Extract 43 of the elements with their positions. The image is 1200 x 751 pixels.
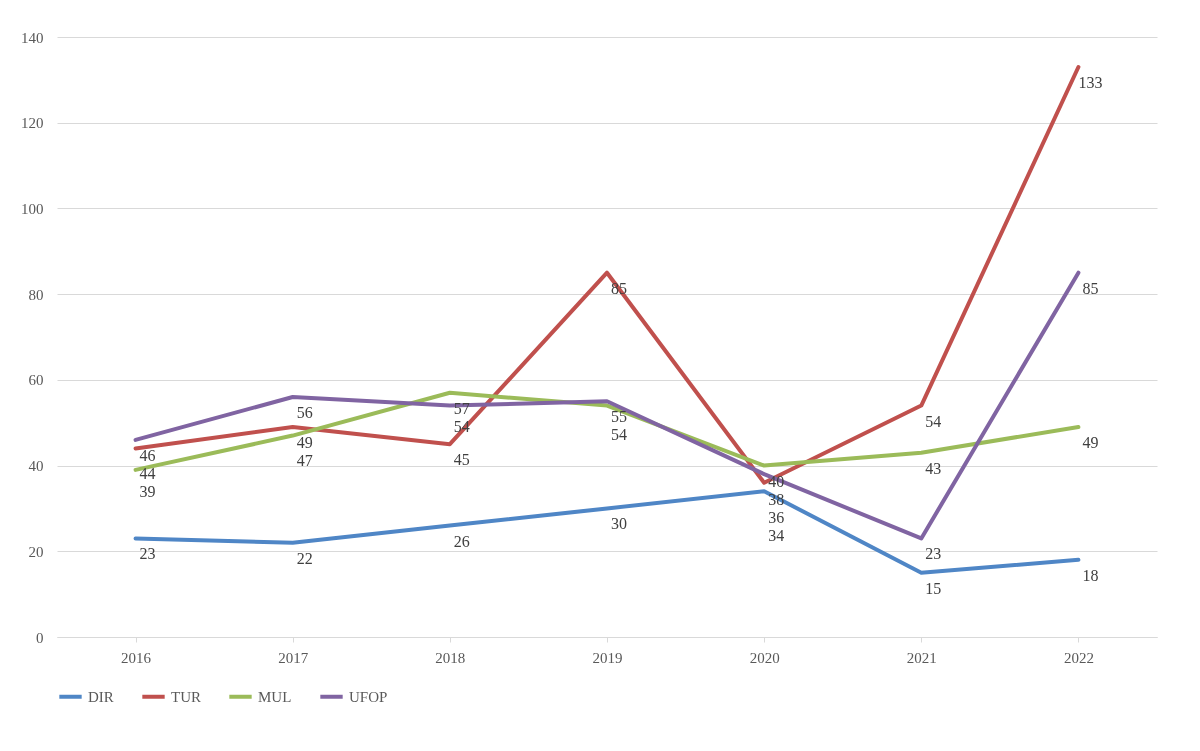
x-tick-label: 2018 bbox=[435, 649, 466, 666]
data-label: 55 bbox=[611, 408, 627, 426]
data-label: 18 bbox=[1082, 566, 1099, 584]
legend-label: TUR bbox=[171, 688, 201, 705]
x-tick-label: 2020 bbox=[749, 649, 780, 666]
data-label: 49 bbox=[1082, 434, 1099, 451]
line-series bbox=[133, 65, 1081, 485]
data-label: 26 bbox=[453, 532, 470, 550]
y-tick-label: 140 bbox=[21, 29, 44, 46]
data-label: 23 bbox=[139, 545, 156, 563]
y-tick-label: 100 bbox=[21, 200, 44, 217]
data-label: 23 bbox=[925, 545, 942, 563]
data-label: 47 bbox=[296, 452, 313, 469]
y-tick-label: 0 bbox=[36, 629, 44, 646]
y-tick-label: 80 bbox=[28, 286, 44, 303]
y-tick-label: 40 bbox=[28, 458, 44, 475]
data-label: 30 bbox=[611, 515, 627, 533]
legend-label: DIR bbox=[88, 688, 114, 705]
x-tick-label: 2017 bbox=[278, 649, 309, 666]
x-tick-label: 2022 bbox=[1063, 649, 1094, 666]
data-label: 133 bbox=[1078, 74, 1103, 91]
data-label: 15 bbox=[925, 579, 942, 597]
data-label: 46 bbox=[139, 446, 156, 464]
x-tick-label: 2019 bbox=[592, 649, 623, 666]
legend-label: UFOP bbox=[349, 688, 388, 705]
data-label: 54 bbox=[611, 426, 627, 444]
y-tick-label: 60 bbox=[28, 372, 44, 389]
x-tick-label: 2021 bbox=[906, 649, 937, 666]
x-tick-label: 2016 bbox=[121, 649, 152, 666]
data-label: 85 bbox=[1082, 279, 1099, 297]
y-tick-label: 120 bbox=[21, 115, 44, 132]
data-label: 34 bbox=[768, 526, 785, 544]
data-label: 36 bbox=[768, 508, 785, 526]
data-label: 56 bbox=[296, 404, 313, 421]
legend-label: MUL bbox=[258, 688, 292, 705]
data-label: 22 bbox=[296, 549, 313, 567]
y-tick-label: 20 bbox=[28, 543, 44, 560]
data-label: 45 bbox=[453, 451, 470, 469]
data-label: 49 bbox=[296, 434, 313, 451]
data-label: 39 bbox=[139, 482, 156, 500]
data-label: 43 bbox=[925, 459, 942, 477]
data-label: 44 bbox=[139, 464, 156, 482]
data-label: 54 bbox=[925, 412, 942, 430]
